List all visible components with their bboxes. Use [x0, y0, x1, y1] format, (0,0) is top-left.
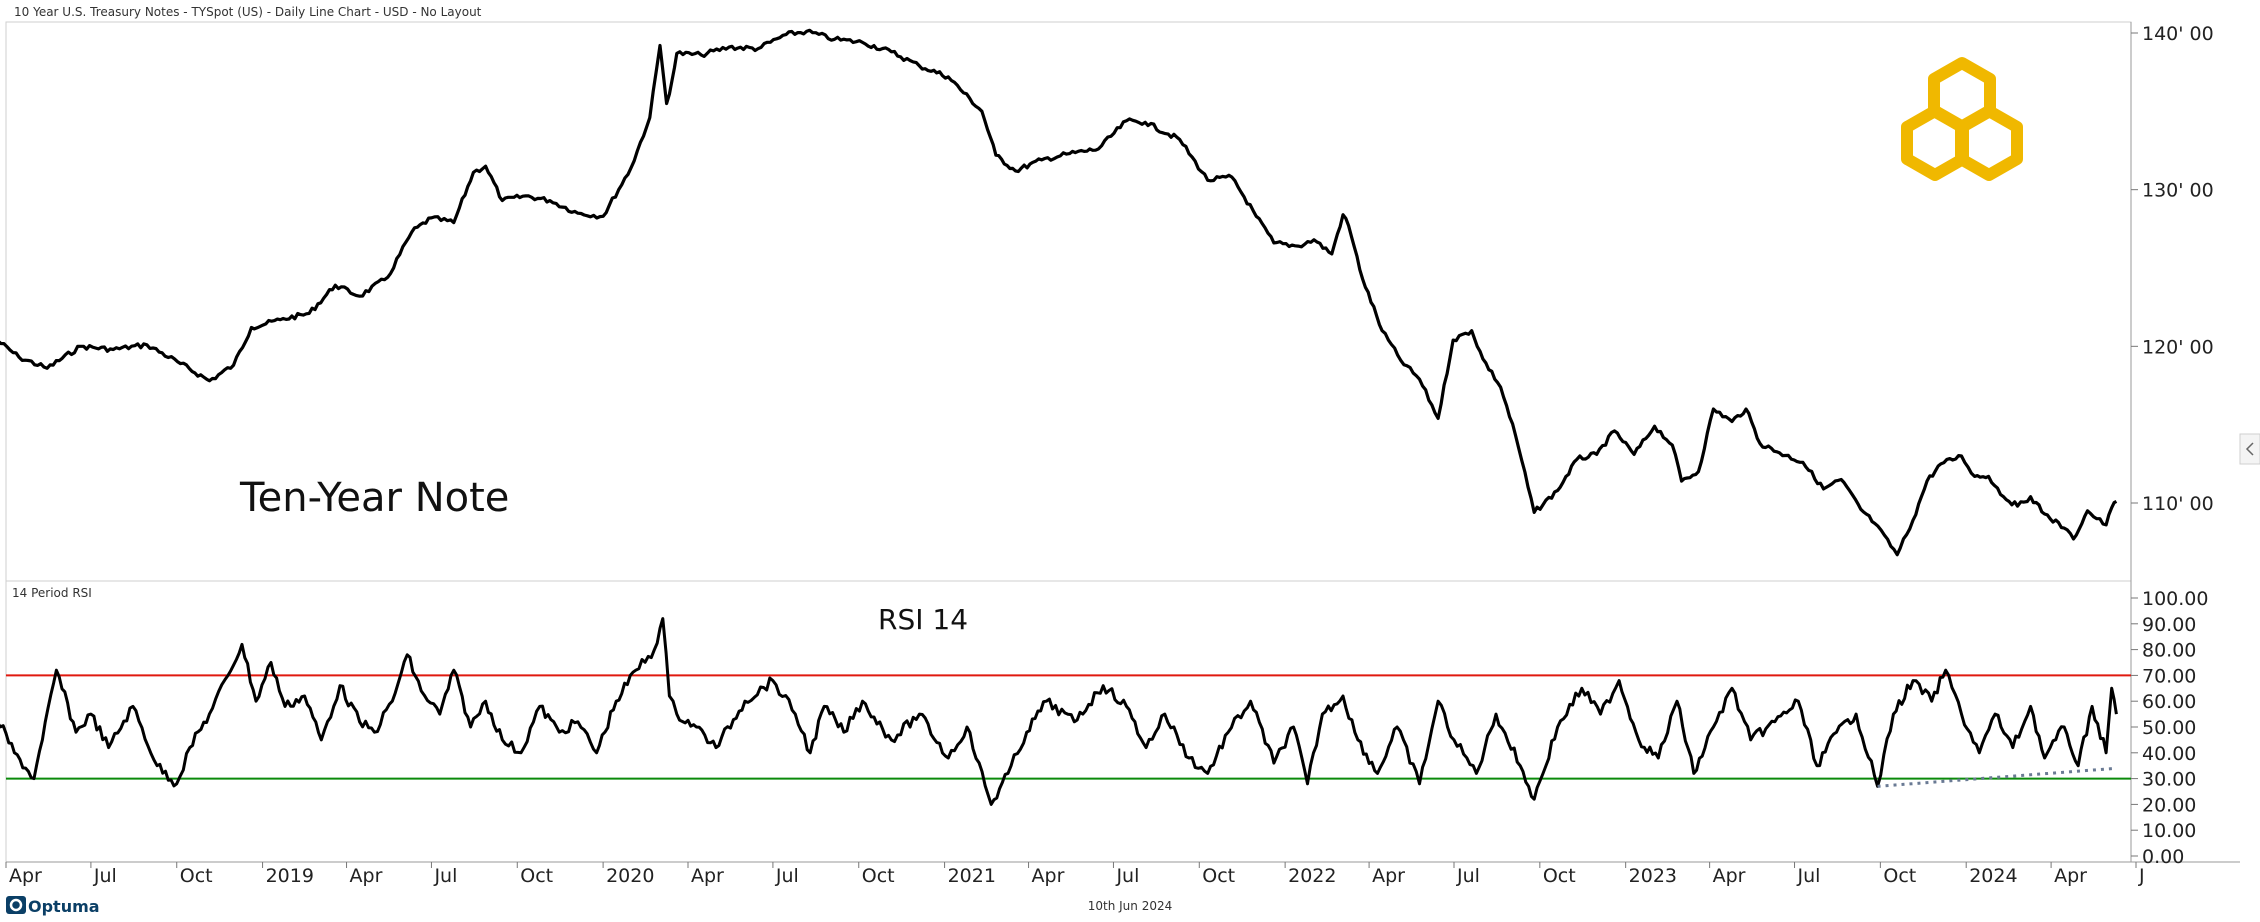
x-tick-label: Oct	[1202, 865, 1235, 887]
price-y-ticks: 110' 00 120' 00 130' 00 140' 00	[2131, 23, 2214, 515]
x-tick-label: Jul	[433, 865, 457, 887]
rsi-trendline	[1877, 766, 2117, 788]
hexagon-logo-icon	[1901, 57, 2023, 181]
rsi-y-tick-label: 60.00	[2142, 691, 2196, 713]
rsi-y-tick-label: 70.00	[2142, 665, 2196, 687]
x-axis-ticks: Apr Jul Oct 2019 Apr Jul Oct 2020 Apr Jul Oct 2021 A…	[5, 862, 2145, 887]
rsi-panel-frame	[5, 580, 2132, 863]
x-tick-label: Apr	[691, 865, 724, 887]
rsi-panel-title: 14 Period RSI	[12, 586, 92, 600]
price-annotation: Ten-Year Note	[239, 475, 509, 521]
rsi-y-tick-label: 10.00	[2142, 820, 2196, 842]
rsi-y-tick-label: 80.00	[2142, 640, 2196, 662]
chart-title: 10 Year U.S. Treasury Notes - TYSpot (US…	[14, 5, 482, 19]
x-tick-label: Jul	[1115, 865, 1139, 887]
rsi-y-ticks: 0.00 10.00 20.00 30.00 40.00 50.00 60.00 70.00 8…	[2131, 588, 2208, 868]
price-y-tick-label: 130' 00	[2142, 180, 2214, 202]
x-tick-label: 2022	[1288, 865, 1336, 887]
rsi-y-tick-label: 100.00	[2142, 588, 2208, 610]
x-tick-label: J	[2138, 865, 2145, 887]
x-tick-label: 2020	[606, 865, 654, 887]
x-tick-label: Apr	[2054, 865, 2087, 887]
x-tick-label: Jul	[1456, 865, 1480, 887]
rsi-y-tick-label: 50.00	[2142, 717, 2196, 739]
price-y-tick-label: 110' 00	[2142, 493, 2214, 515]
x-tick-label: Oct	[180, 865, 213, 887]
price-y-tick-label: 120' 00	[2142, 336, 2214, 358]
x-tick-label: Oct	[1543, 865, 1576, 887]
x-tick-label: 2023	[1629, 865, 1677, 887]
x-tick-label: Jul	[775, 865, 799, 887]
rsi-y-tick-label: 90.00	[2142, 614, 2196, 636]
rsi-y-tick-label: 0.00	[2142, 846, 2184, 868]
price-y-tick-label: 140' 00	[2142, 23, 2214, 45]
x-tick-label: Jul	[1797, 865, 1821, 887]
x-tick-label: Jul	[93, 865, 117, 887]
collapse-arrow-icon[interactable]	[2239, 433, 2260, 465]
rsi-annotation: RSI 14	[878, 603, 968, 636]
date-label: 10th Jun 2024	[1088, 899, 1173, 913]
rsi-y-tick-label: 20.00	[2142, 794, 2196, 816]
x-tick-label: Oct	[1883, 865, 1916, 887]
optuma-logo-icon[interactable]	[6, 896, 26, 914]
x-tick-label: Apr	[1372, 865, 1405, 887]
rsi-y-tick-label: 30.00	[2142, 769, 2196, 791]
x-tick-label: Apr	[350, 865, 383, 887]
x-tick-label: Apr	[1713, 865, 1746, 887]
x-tick-label: Oct	[862, 865, 895, 887]
x-tick-label: 2024	[1969, 865, 2017, 887]
x-tick-label: 2019	[266, 865, 314, 887]
brand-name: Optuma	[28, 897, 100, 916]
x-tick-label: Apr	[9, 865, 42, 887]
x-tick-label: 2021	[948, 865, 996, 887]
x-tick-label: Oct	[520, 865, 553, 887]
rsi-series-line	[0, 617, 2118, 806]
x-tick-label: Apr	[1032, 865, 1065, 887]
price-series-line	[0, 28, 2118, 557]
rsi-y-tick-label: 40.00	[2142, 743, 2196, 765]
